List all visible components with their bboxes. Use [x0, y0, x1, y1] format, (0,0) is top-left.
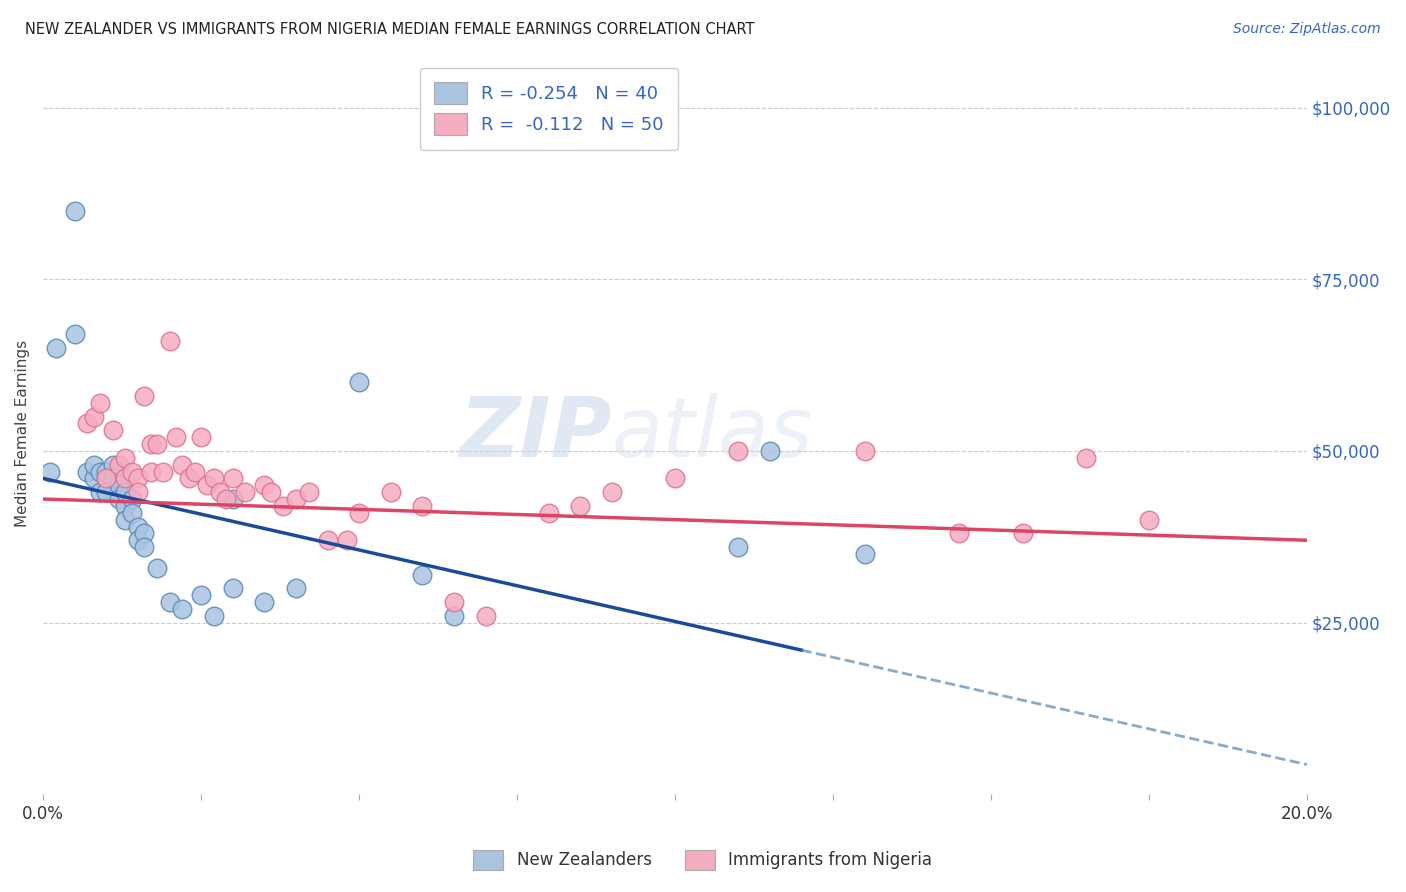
- Point: [347, 376, 370, 390]
- Point: [222, 582, 245, 596]
- Point: [121, 465, 143, 479]
- Point: [853, 444, 876, 458]
- Point: [411, 499, 433, 513]
- Point: [443, 608, 465, 623]
- Y-axis label: Median Female Earnings: Median Female Earnings: [15, 340, 30, 527]
- Point: [96, 471, 118, 485]
- Point: [96, 471, 118, 485]
- Point: [45, 341, 67, 355]
- Point: [38, 465, 60, 479]
- Point: [114, 485, 136, 500]
- Legend: R = -0.254   N = 40, R =  -0.112   N = 50: R = -0.254 N = 40, R = -0.112 N = 50: [419, 68, 678, 150]
- Point: [63, 203, 86, 218]
- Point: [1074, 450, 1097, 465]
- Point: [1011, 526, 1033, 541]
- Point: [759, 444, 782, 458]
- Point: [139, 465, 162, 479]
- Point: [215, 491, 238, 506]
- Point: [253, 595, 276, 609]
- Point: [664, 471, 686, 485]
- Point: [114, 499, 136, 513]
- Text: atlas: atlas: [612, 393, 814, 475]
- Point: [347, 506, 370, 520]
- Point: [127, 471, 149, 485]
- Point: [202, 471, 225, 485]
- Point: [108, 478, 131, 492]
- Point: [202, 608, 225, 623]
- Point: [197, 478, 219, 492]
- Point: [114, 513, 136, 527]
- Point: [121, 491, 143, 506]
- Point: [127, 533, 149, 548]
- Point: [172, 458, 194, 472]
- Point: [96, 485, 118, 500]
- Point: [335, 533, 357, 548]
- Text: ZIP: ZIP: [460, 393, 612, 475]
- Legend: New Zealanders, Immigrants from Nigeria: New Zealanders, Immigrants from Nigeria: [467, 843, 939, 877]
- Point: [569, 499, 592, 513]
- Point: [209, 485, 232, 500]
- Point: [76, 465, 98, 479]
- Point: [134, 526, 156, 541]
- Point: [114, 450, 136, 465]
- Point: [89, 396, 111, 410]
- Point: [380, 485, 402, 500]
- Point: [89, 465, 111, 479]
- Point: [316, 533, 339, 548]
- Point: [134, 389, 156, 403]
- Point: [537, 506, 560, 520]
- Point: [190, 430, 212, 444]
- Point: [222, 491, 245, 506]
- Point: [83, 458, 105, 472]
- Point: [134, 540, 156, 554]
- Point: [159, 334, 181, 348]
- Point: [139, 437, 162, 451]
- Text: NEW ZEALANDER VS IMMIGRANTS FROM NIGERIA MEDIAN FEMALE EARNINGS CORRELATION CHAR: NEW ZEALANDER VS IMMIGRANTS FROM NIGERIA…: [25, 22, 755, 37]
- Point: [96, 465, 118, 479]
- Point: [101, 458, 124, 472]
- Point: [146, 437, 169, 451]
- Point: [411, 567, 433, 582]
- Point: [89, 485, 111, 500]
- Point: [165, 430, 187, 444]
- Point: [443, 595, 465, 609]
- Point: [121, 506, 143, 520]
- Point: [63, 327, 86, 342]
- Point: [184, 465, 207, 479]
- Point: [260, 485, 283, 500]
- Point: [284, 491, 307, 506]
- Point: [273, 499, 295, 513]
- Point: [1137, 513, 1160, 527]
- Point: [152, 465, 174, 479]
- Text: Source: ZipAtlas.com: Source: ZipAtlas.com: [1233, 22, 1381, 37]
- Point: [108, 491, 131, 506]
- Point: [948, 526, 970, 541]
- Point: [727, 444, 749, 458]
- Point: [83, 471, 105, 485]
- Point: [190, 588, 212, 602]
- Point: [76, 417, 98, 431]
- Point: [127, 519, 149, 533]
- Point: [297, 485, 319, 500]
- Point: [172, 602, 194, 616]
- Point: [474, 608, 496, 623]
- Point: [127, 485, 149, 500]
- Point: [727, 540, 749, 554]
- Point: [101, 423, 124, 437]
- Point: [600, 485, 623, 500]
- Point: [177, 471, 200, 485]
- Point: [114, 471, 136, 485]
- Point: [146, 560, 169, 574]
- Point: [284, 582, 307, 596]
- Point: [222, 471, 245, 485]
- Point: [108, 458, 131, 472]
- Point: [235, 485, 257, 500]
- Point: [101, 471, 124, 485]
- Point: [83, 409, 105, 424]
- Point: [159, 595, 181, 609]
- Point: [853, 547, 876, 561]
- Point: [253, 478, 276, 492]
